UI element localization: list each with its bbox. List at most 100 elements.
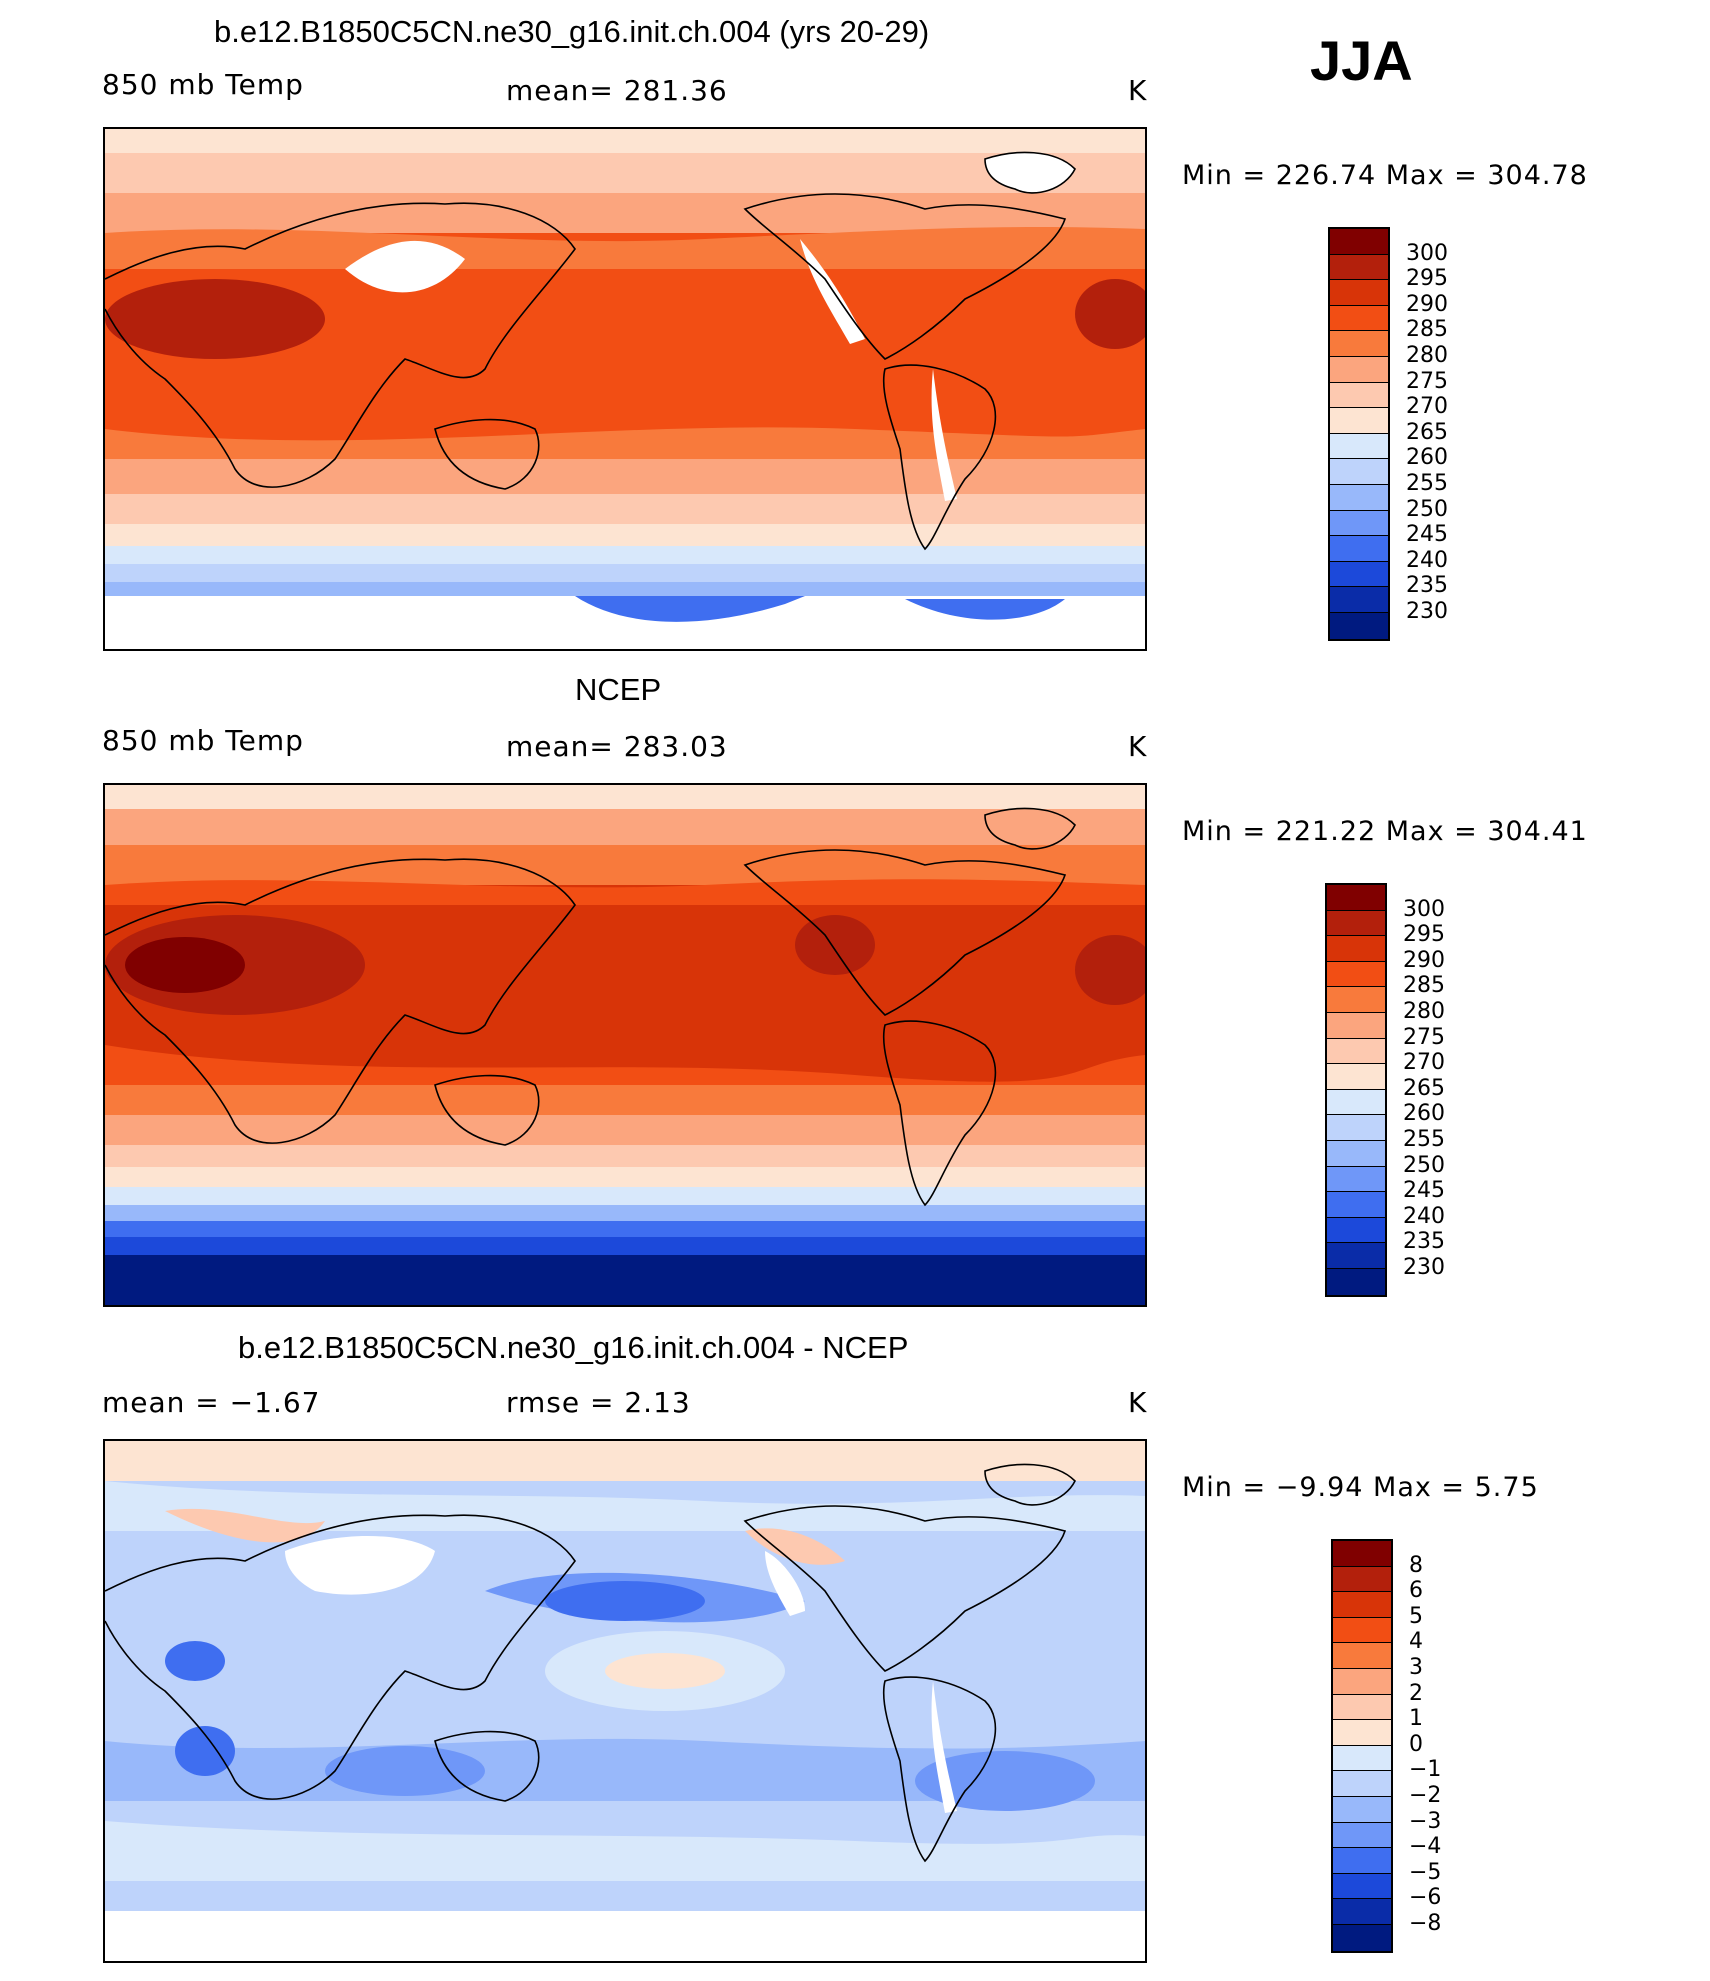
colorbar-tick-label: 3	[1409, 1655, 1423, 1680]
colorbar-swatch	[1330, 536, 1388, 562]
colorbar-swatch	[1333, 1848, 1391, 1874]
colorbar-swatch	[1330, 229, 1388, 255]
colorbar-swatch	[1330, 382, 1388, 409]
colorbar-swatch	[1330, 254, 1388, 281]
colorbar-swatch	[1333, 1745, 1391, 1772]
colorbar-swatch	[1327, 1268, 1385, 1295]
colorbar-swatch	[1330, 356, 1388, 383]
panel-obs-title: NCEP	[575, 672, 662, 707]
colorbar-tick-label: 6	[1409, 1578, 1423, 1604]
colorbar-tick-label: 270	[1403, 1050, 1445, 1076]
colorbar-tick-label: 280	[1403, 999, 1445, 1024]
colorbar-swatch	[1327, 1192, 1385, 1218]
colorbar-swatch	[1330, 561, 1388, 588]
panel-model-colorbar-swatches	[1328, 227, 1390, 641]
colorbar-tick-label: 250	[1406, 496, 1448, 522]
colorbar-swatch	[1327, 961, 1385, 988]
panel-diff-units-label: K	[1128, 1386, 1148, 1419]
panel-diff-mean-label: mean = −1.67	[102, 1386, 321, 1419]
colorbar-swatch	[1333, 1771, 1391, 1797]
colorbar-swatch	[1330, 459, 1388, 485]
colorbar-swatch	[1330, 510, 1388, 537]
colorbar-tick-label: 245	[1403, 1178, 1445, 1204]
colorbar-tick-label: −6	[1409, 1885, 1442, 1911]
colorbar-swatch	[1330, 408, 1388, 434]
panel-model-units-label: K	[1128, 74, 1148, 107]
colorbar-tick-label: −4	[1409, 1834, 1442, 1860]
colorbar-tick-label: 275	[1406, 368, 1448, 394]
panel-diff-minmax: Min = −9.94 Max = 5.75	[1182, 1472, 1539, 1503]
colorbar-tick-label: 300	[1403, 896, 1445, 922]
colorbar-tick-label: 290	[1403, 947, 1445, 973]
colorbar-swatch	[1327, 1012, 1385, 1039]
colorbar-tick-label: 275	[1403, 1024, 1445, 1050]
colorbar-tick-label: −8	[1409, 1911, 1442, 1936]
panel-obs-map	[103, 783, 1147, 1307]
colorbar-tick-label: 230	[1406, 599, 1448, 624]
colorbar-swatch	[1333, 1899, 1391, 1925]
colorbar-tick-label: 285	[1406, 317, 1448, 343]
panel-diff-colorbar-swatches	[1331, 1539, 1393, 1953]
panel-obs-units-label: K	[1128, 730, 1148, 763]
colorbar-tick-label: −2	[1409, 1783, 1442, 1808]
panel-model-mean-label: mean= 281.36	[506, 74, 728, 107]
colorbar-swatch	[1330, 612, 1388, 639]
colorbar-tick-label: 8	[1409, 1552, 1423, 1578]
colorbar-tick-label: 295	[1406, 266, 1448, 292]
colorbar-tick-label: 260	[1403, 1101, 1445, 1127]
panel-model-variable-label: 850 mb Temp	[102, 68, 304, 101]
colorbar-tick-label: −3	[1409, 1808, 1442, 1834]
colorbar-swatch	[1327, 1140, 1385, 1167]
colorbar-swatch	[1327, 1243, 1385, 1269]
colorbar-tick-label: 240	[1406, 547, 1448, 573]
colorbar-tick-label: 295	[1403, 922, 1445, 948]
colorbar-tick-label: 255	[1406, 471, 1448, 496]
colorbar-swatch	[1333, 1668, 1391, 1695]
colorbar-swatch	[1330, 305, 1388, 332]
colorbar-tick-label: 250	[1403, 1152, 1445, 1178]
panel-diff-rmse-label: rmse = 2.13	[506, 1386, 691, 1419]
colorbar-tick-label: 265	[1403, 1075, 1445, 1101]
panel-obs-minmax: Min = 221.22 Max = 304.41	[1182, 816, 1588, 847]
colorbar-tick-label: −5	[1409, 1859, 1442, 1885]
colorbar-swatch	[1333, 1694, 1391, 1721]
colorbar-tick-label: 235	[1406, 573, 1448, 599]
colorbar-swatch	[1327, 910, 1385, 937]
colorbar-swatch	[1327, 1038, 1385, 1065]
colorbar-tick-label: 285	[1403, 973, 1445, 999]
panel-obs-colorbar-swatches	[1325, 883, 1387, 1297]
colorbar-swatch	[1327, 885, 1385, 911]
colorbar-tick-label: 300	[1406, 240, 1448, 266]
colorbar-swatch	[1327, 1115, 1385, 1141]
colorbar-swatch	[1330, 331, 1388, 357]
colorbar-swatch	[1333, 1822, 1391, 1849]
season-label: JJA	[1310, 29, 1413, 92]
colorbar-swatch	[1330, 280, 1388, 306]
colorbar-swatch	[1330, 587, 1388, 613]
colorbar-swatch	[1333, 1720, 1391, 1746]
panel-model-title: b.e12.B1850C5CN.ne30_g16.init.ch.004 (yr…	[214, 14, 930, 49]
panel-diff-map	[103, 1439, 1147, 1963]
colorbar-tick-label: 280	[1406, 343, 1448, 368]
colorbar-swatch	[1333, 1796, 1391, 1823]
colorbar-tick-label: 245	[1406, 522, 1448, 548]
colorbar-swatch	[1327, 1166, 1385, 1193]
panel-obs-mean-label: mean= 283.03	[506, 730, 728, 763]
colorbar-swatch	[1333, 1592, 1391, 1618]
colorbar-tick-label: 2	[1409, 1680, 1423, 1706]
panel-model-map	[103, 127, 1147, 651]
colorbar-tick-label: 240	[1403, 1203, 1445, 1229]
colorbar-swatch	[1333, 1617, 1391, 1644]
colorbar-tick-label: 260	[1406, 445, 1448, 471]
colorbar-swatch	[1333, 1566, 1391, 1593]
colorbar-swatch	[1327, 936, 1385, 962]
colorbar-tick-label: 230	[1403, 1255, 1445, 1280]
colorbar-tick-label: −1	[1409, 1757, 1442, 1783]
colorbar-swatch	[1333, 1873, 1391, 1900]
colorbar-swatch	[1327, 1064, 1385, 1090]
panel-obs-variable-label: 850 mb Temp	[102, 724, 304, 757]
colorbar-swatch	[1333, 1924, 1391, 1951]
colorbar-swatch	[1330, 484, 1388, 511]
colorbar-swatch	[1333, 1643, 1391, 1669]
colorbar-swatch	[1327, 1217, 1385, 1244]
